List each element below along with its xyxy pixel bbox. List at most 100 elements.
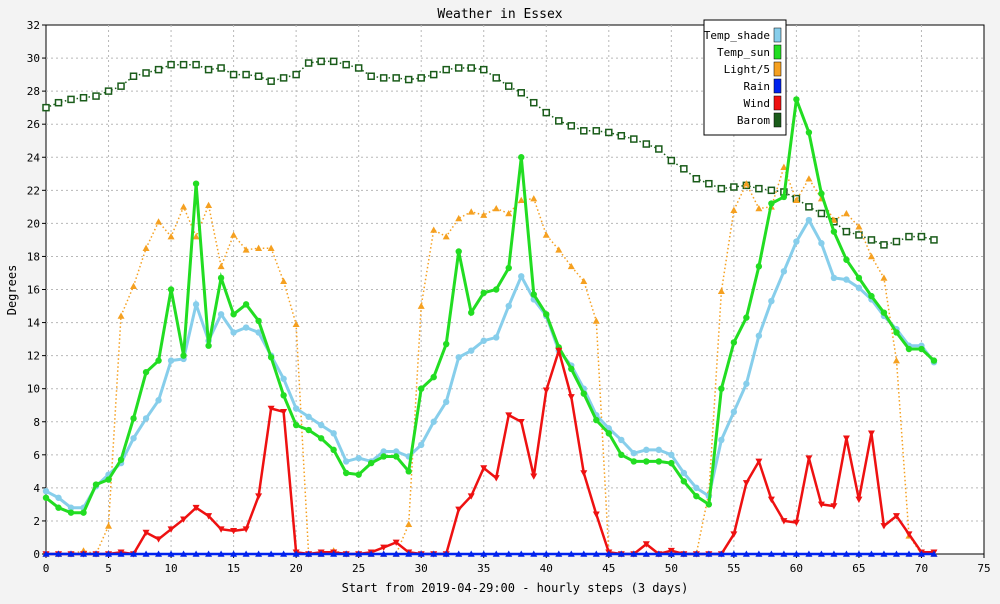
point-temp-shade bbox=[67, 504, 75, 511]
point-temp-shade bbox=[355, 454, 362, 462]
point-rain bbox=[292, 550, 300, 557]
point-barom bbox=[317, 57, 325, 66]
point-barom bbox=[304, 59, 313, 67]
point-rain bbox=[667, 550, 675, 557]
x-tick-label: 55 bbox=[727, 562, 740, 575]
point-temp-sun bbox=[480, 289, 487, 297]
point-temp-shade bbox=[468, 347, 475, 354]
point-light-5 bbox=[830, 216, 838, 223]
point-wind bbox=[542, 387, 550, 394]
legend-swatch-rain bbox=[773, 78, 782, 94]
point-temp-sun bbox=[880, 309, 888, 316]
point-rain bbox=[167, 550, 175, 557]
point-temp-shade bbox=[480, 337, 487, 344]
point-rain bbox=[430, 550, 438, 557]
point-temp-sun bbox=[818, 190, 825, 197]
point-rain bbox=[255, 550, 263, 557]
point-rain bbox=[617, 550, 625, 557]
point-rain bbox=[330, 550, 338, 557]
point-temp-shade bbox=[42, 487, 50, 495]
point-temp-sun bbox=[793, 96, 800, 103]
point-wind bbox=[455, 506, 463, 513]
legend-swatch-temp-shade bbox=[773, 27, 782, 43]
point-wind bbox=[505, 412, 513, 419]
point-temp-shade bbox=[305, 413, 312, 420]
point-barom bbox=[129, 72, 138, 80]
point-barom bbox=[542, 108, 551, 117]
point-temp-shade bbox=[755, 332, 763, 339]
point-barom bbox=[767, 186, 776, 195]
point-wind bbox=[780, 518, 788, 525]
point-barom bbox=[117, 82, 125, 90]
point-wind bbox=[205, 513, 213, 520]
point-temp-sun bbox=[355, 471, 362, 478]
point-wind bbox=[380, 544, 388, 551]
point-rain bbox=[692, 550, 700, 557]
point-temp-shade bbox=[718, 436, 725, 444]
point-barom bbox=[805, 203, 813, 211]
series-rain bbox=[42, 550, 938, 557]
point-rain bbox=[630, 550, 638, 557]
point-light-5 bbox=[805, 175, 813, 182]
point-rain bbox=[892, 550, 900, 557]
point-rain bbox=[655, 550, 663, 557]
point-temp-sun bbox=[530, 291, 537, 298]
point-temp-sun bbox=[743, 314, 750, 321]
point-barom bbox=[617, 132, 626, 140]
point-temp-shade bbox=[455, 354, 462, 361]
point-rain bbox=[267, 550, 275, 557]
point-rain bbox=[105, 550, 113, 557]
point-light-5 bbox=[742, 180, 750, 187]
legend-label-light-5: Light/5 bbox=[724, 63, 770, 76]
point-temp-sun bbox=[918, 345, 925, 353]
y-tick-label: 14 bbox=[27, 317, 41, 330]
point-temp-shade bbox=[230, 329, 237, 336]
point-temp-sun bbox=[205, 342, 212, 349]
point-temp-sun bbox=[267, 354, 275, 361]
point-wind bbox=[155, 536, 163, 543]
point-light-5 bbox=[405, 520, 413, 528]
point-barom bbox=[104, 87, 113, 95]
y-tick-label: 26 bbox=[27, 118, 40, 131]
point-rain bbox=[92, 550, 100, 557]
legend-label-temp-shade: Temp_shade bbox=[704, 29, 770, 42]
point-temp-sun bbox=[568, 365, 575, 373]
point-wind bbox=[730, 531, 738, 538]
point-temp-shade bbox=[618, 436, 625, 444]
point-temp-shade bbox=[768, 297, 775, 305]
point-temp-sun bbox=[155, 357, 162, 364]
point-rain bbox=[830, 550, 838, 557]
series-line-temp-shade bbox=[45, 217, 936, 510]
point-temp-sun bbox=[330, 446, 337, 454]
point-rain bbox=[417, 550, 425, 557]
point-wind bbox=[480, 465, 488, 472]
point-temp-sun bbox=[192, 180, 200, 187]
point-barom bbox=[354, 64, 363, 72]
point-barom bbox=[817, 209, 826, 218]
point-rain bbox=[367, 550, 375, 557]
point-light-5 bbox=[442, 233, 450, 240]
series-layer bbox=[42, 57, 938, 558]
point-barom bbox=[730, 183, 738, 191]
point-wind bbox=[392, 539, 400, 546]
point-temp-sun bbox=[230, 311, 237, 318]
y-tick-label: 6 bbox=[33, 449, 40, 462]
point-barom bbox=[417, 74, 425, 82]
point-light-5 bbox=[555, 246, 563, 253]
point-light-5 bbox=[717, 287, 725, 294]
x-axis-label: Start from 2019-04-29:00 - hourly steps … bbox=[342, 581, 689, 595]
point-light-5 bbox=[217, 262, 225, 270]
point-temp-shade bbox=[142, 415, 150, 422]
point-temp-sun bbox=[655, 458, 663, 465]
point-temp-shade bbox=[342, 458, 350, 465]
point-rain bbox=[80, 550, 88, 557]
point-wind bbox=[767, 496, 775, 503]
point-light-5 bbox=[892, 357, 900, 364]
x-tick-label: 0 bbox=[43, 562, 50, 575]
point-temp-shade bbox=[167, 357, 175, 364]
point-wind bbox=[555, 347, 563, 355]
x-tick-label: 40 bbox=[540, 562, 553, 575]
point-temp-sun bbox=[768, 200, 775, 207]
point-temp-sun bbox=[80, 509, 87, 516]
point-temp-shade bbox=[155, 397, 162, 404]
